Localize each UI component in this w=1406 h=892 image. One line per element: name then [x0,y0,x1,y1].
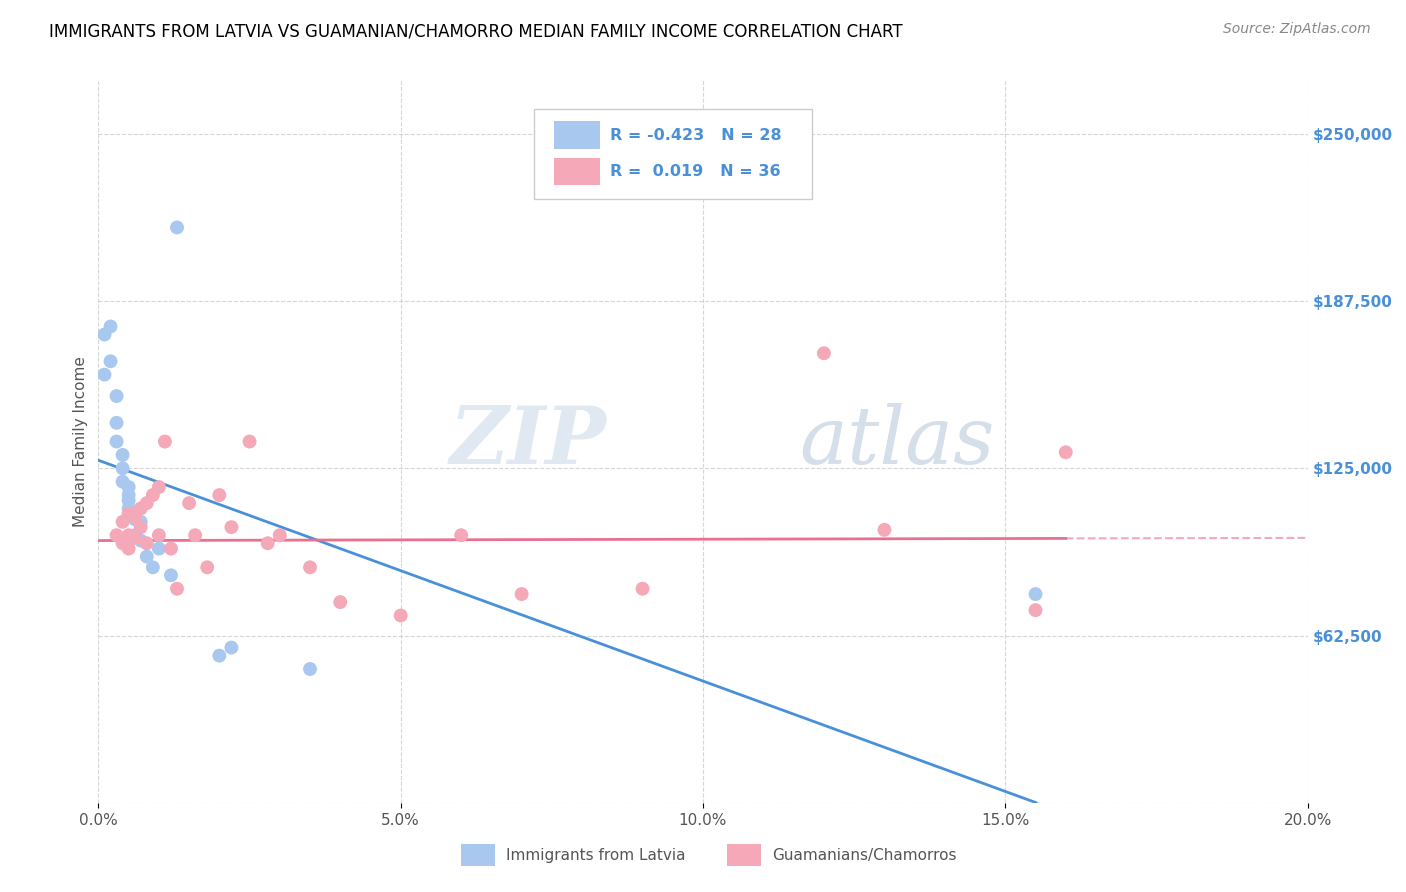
Text: Guamanians/Chamorros: Guamanians/Chamorros [772,848,956,863]
Point [299,662,322,676]
Point [389,608,412,623]
Point [118,541,141,556]
Point [118,480,141,494]
Text: ZIP: ZIP [450,403,606,480]
Point [135,536,157,550]
Point [873,523,896,537]
Point [221,520,243,534]
Point [118,488,141,502]
Point [148,528,170,542]
Point [124,531,146,545]
Point [166,220,188,235]
Point [105,416,128,430]
Point [100,354,122,368]
Point [148,541,170,556]
Point [124,512,146,526]
Point [129,515,152,529]
Point [124,528,146,542]
Bar [554,158,600,185]
Point [93,327,115,342]
Point [148,480,170,494]
Point [160,541,183,556]
Point [124,507,146,521]
Point [111,536,134,550]
Point [118,493,141,508]
FancyBboxPatch shape [534,109,811,200]
Point [100,319,122,334]
Point [221,640,243,655]
Point [195,560,218,574]
Text: atlas: atlas [800,403,995,480]
Point [1024,603,1046,617]
Point [105,434,128,449]
Point [93,368,115,382]
Point [239,434,262,449]
Text: Immigrants from Latvia: Immigrants from Latvia [506,848,685,863]
Bar [461,844,495,865]
Point [135,496,157,510]
Point [118,507,141,521]
Point [184,528,207,542]
Point [129,520,152,534]
Text: Source: ZipAtlas.com: Source: ZipAtlas.com [1223,22,1371,37]
Point [1054,445,1077,459]
Point [208,648,231,663]
Point [111,448,134,462]
Point [111,515,134,529]
Point [142,488,165,502]
Text: IMMIGRANTS FROM LATVIA VS GUAMANIAN/CHAMORRO MEDIAN FAMILY INCOME CORRELATION CH: IMMIGRANTS FROM LATVIA VS GUAMANIAN/CHAM… [49,22,903,40]
Point [142,560,165,574]
Point [166,582,188,596]
Point [160,568,183,582]
Point [118,528,141,542]
Bar [554,121,600,149]
Point [105,528,128,542]
Point [1024,587,1046,601]
Point [135,549,157,564]
Y-axis label: Median Family Income: Median Family Income [73,356,89,527]
Point [111,461,134,475]
Point [631,582,654,596]
Point [510,587,533,601]
Point [124,509,146,524]
Point [118,501,141,516]
Point [269,528,291,542]
Point [208,488,231,502]
Point [105,389,128,403]
Point [129,533,152,548]
Bar [727,844,761,865]
Point [813,346,835,360]
Text: R =  0.019   N = 36: R = 0.019 N = 36 [610,164,780,178]
Point [179,496,201,510]
Point [256,536,278,550]
Point [450,528,472,542]
Point [329,595,352,609]
Text: R = -0.423   N = 28: R = -0.423 N = 28 [610,128,782,143]
Point [299,560,322,574]
Point [129,501,152,516]
Point [153,434,176,449]
Point [111,475,134,489]
